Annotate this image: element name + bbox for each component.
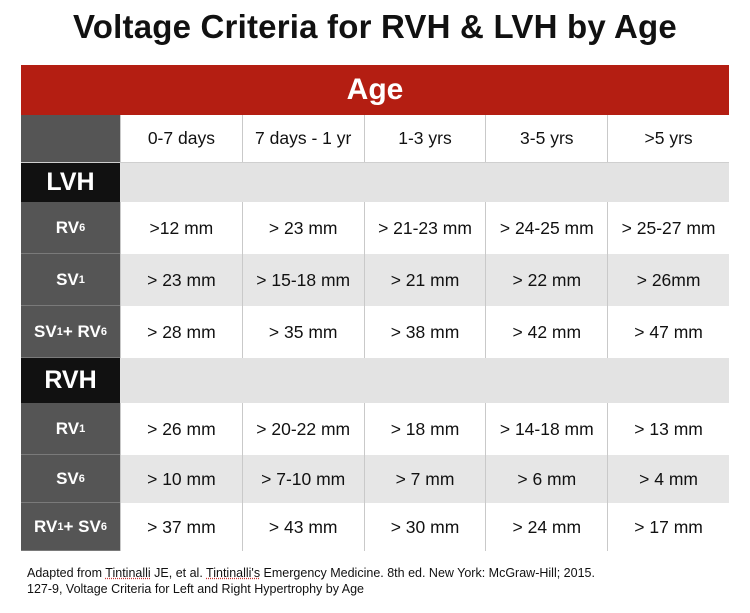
- table-row: RV 6 >12 mm > 23 mm > 21-23 mm > 24-25 mm…: [21, 202, 729, 254]
- column-header: 3-5 yrs: [485, 115, 607, 162]
- table-cell: >12 mm: [120, 202, 242, 254]
- column-header-row: 0-7 days 7 days - 1 yr 1-3 yrs 3-5 yrs >…: [21, 115, 729, 163]
- page-title: Voltage Criteria for RVH & LVH by Age: [73, 8, 677, 45]
- citation-line-2: 127-9, Voltage Criteria for Left and Rig…: [27, 582, 364, 596]
- table-cell: > 4 mm: [607, 455, 729, 503]
- table-row: RV 1 > 26 mm > 20-22 mm > 18 mm > 14-18 m…: [21, 403, 729, 455]
- table-cell: > 13 mm: [607, 403, 729, 455]
- table-cell: > 26mm: [607, 254, 729, 306]
- table-cell: > 15-18 mm: [241, 254, 364, 306]
- table-cell: > 26 mm: [120, 403, 242, 455]
- table-cell: > 43 mm: [241, 503, 364, 551]
- column-header: 0-7 days: [120, 115, 242, 162]
- voltage-criteria-table: Age 0-7 days 7 days - 1 yr 1-3 yrs 3-5 y…: [21, 65, 729, 551]
- table-cell: > 20-22 mm: [241, 403, 364, 455]
- section-row-rvh: RVH: [21, 358, 729, 403]
- table-cell: > 6 mm: [485, 455, 607, 503]
- table-cell: > 35 mm: [241, 306, 364, 358]
- row-label: RV 6: [21, 202, 120, 254]
- row-label: SV 1 + RV 6: [21, 306, 120, 358]
- row-label: SV 6: [21, 455, 120, 503]
- column-header: >5 yrs: [607, 115, 729, 162]
- row-label: RV 1 + SV 6: [21, 503, 120, 551]
- table-cell: > 18 mm: [363, 403, 486, 455]
- table-cell: > 28 mm: [120, 306, 242, 358]
- table-cell: > 23 mm: [120, 254, 242, 306]
- table-row: SV 1 > 23 mm > 15-18 mm > 21 mm > 22 mm >…: [21, 254, 729, 306]
- table-cell: > 23 mm: [241, 202, 364, 254]
- table-cell: > 21-23 mm: [363, 202, 486, 254]
- section-fill: [120, 163, 729, 202]
- section-label: RVH: [21, 358, 120, 403]
- section-label: LVH: [21, 163, 120, 202]
- table-cell: > 7 mm: [363, 455, 486, 503]
- table-row: RV 1 + SV 6 > 37 mm > 43 mm > 30 mm > 24 m…: [21, 503, 729, 551]
- table-cell: > 25-27 mm: [607, 202, 729, 254]
- table-cell: > 7-10 mm: [241, 455, 364, 503]
- age-header: Age: [21, 65, 729, 115]
- section-fill: [120, 358, 729, 403]
- table-row: SV 6 > 10 mm > 7-10 mm > 7 mm > 6 mm > 4 …: [21, 455, 729, 503]
- table-cell: > 24-25 mm: [485, 202, 607, 254]
- column-header: 1-3 yrs: [363, 115, 486, 162]
- table-cell: > 17 mm: [607, 503, 729, 551]
- row-label: SV 1: [21, 254, 120, 306]
- table-cell: > 38 mm: [363, 306, 486, 358]
- column-header: 7 days - 1 yr: [241, 115, 364, 162]
- table-cell: > 22 mm: [485, 254, 607, 306]
- table-cell: > 10 mm: [120, 455, 242, 503]
- section-row-lvh: LVH: [21, 163, 729, 202]
- corner-cell: [21, 115, 120, 162]
- citation-line-1: Adapted from Tintinalli JE, et al. Tinti…: [27, 566, 595, 580]
- citation-footnote: Adapted from Tintinalli JE, et al. Tinti…: [27, 565, 727, 597]
- table-cell: > 37 mm: [120, 503, 242, 551]
- row-label: RV 1: [21, 403, 120, 455]
- table-cell: > 21 mm: [363, 254, 486, 306]
- table-cell: > 30 mm: [363, 503, 486, 551]
- table-cell: > 14-18 mm: [485, 403, 607, 455]
- table-cell: > 47 mm: [607, 306, 729, 358]
- table-cell: > 42 mm: [485, 306, 607, 358]
- table-row: SV 1 + RV 6 > 28 mm > 35 mm > 38 mm > 42 m…: [21, 306, 729, 358]
- table-cell: > 24 mm: [485, 503, 607, 551]
